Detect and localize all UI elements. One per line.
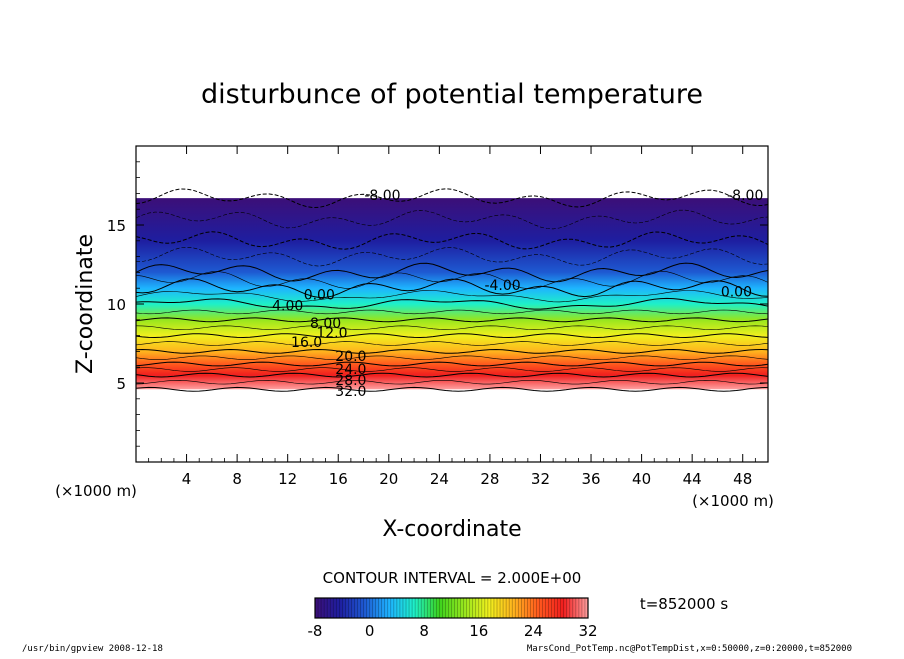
colorbar-tick-label: 0: [365, 622, 375, 640]
contour-label: 24.0: [335, 362, 366, 378]
x-tick-label: 36: [581, 470, 600, 488]
contour-label: 16.0: [291, 335, 322, 351]
contour-line: [136, 188, 768, 209]
contour-label: 20.0: [335, 349, 366, 365]
x-unit-right: (×1000 m): [692, 492, 774, 510]
contour-line: [136, 361, 768, 367]
contour-label: 4.00: [272, 299, 303, 315]
colorbar-tick-label: -8: [308, 622, 323, 640]
contour-line: [136, 270, 768, 290]
contour-label: 0.00: [304, 288, 335, 304]
time-label: t=852000 s: [640, 595, 728, 613]
y-tick-label: 10: [107, 296, 126, 314]
colorbar: [314, 597, 589, 619]
contour-label: 28.0: [335, 373, 366, 389]
y-axis-ticks: 5 10 15: [107, 161, 768, 447]
x-tick-label: 24: [430, 470, 449, 488]
contour-line: [136, 290, 768, 303]
x-axis-label: X-coordinate: [382, 517, 521, 542]
y-tick-label: 15: [107, 217, 126, 235]
colorbar-tick-label: 32: [578, 622, 597, 640]
contour-line: [136, 297, 768, 310]
contour-line: [136, 379, 768, 385]
contour-label: 0.00: [721, 284, 752, 300]
x-tick-label: 8: [232, 470, 242, 488]
colorbar-tick-label: 16: [469, 622, 488, 640]
contour-line: [136, 367, 768, 372]
x-tick-label: 16: [329, 470, 348, 488]
contour-line: [136, 309, 768, 315]
colorbar-tick-label: 8: [419, 622, 429, 640]
chart-title: disturbunce of potential temperature: [201, 79, 703, 110]
contour-line: [136, 348, 768, 354]
contour-labels: -8.00 -8.00-4.00 0.000.004.008.0012.016.02…: [272, 188, 763, 400]
contour-line: [136, 333, 768, 339]
x-tick-label: 28: [480, 470, 499, 488]
colorbar-frame: [314, 597, 589, 619]
footer-right: MarsCond_PotTemp.nc@PotTempDist,x=0:5000…: [527, 644, 852, 654]
contour-line: [136, 231, 768, 250]
x-unit-left: (×1000 m): [55, 482, 137, 500]
contour-label: 8.00: [310, 316, 341, 332]
contour-label: -8.00: [364, 188, 400, 204]
contour-line: [136, 262, 768, 283]
x-tick-label: 12: [278, 470, 297, 488]
contour-label: -4.00: [484, 278, 520, 294]
footer-left: /usr/bin/gpview 2008-12-18: [22, 644, 163, 654]
contour-label: 32.0: [335, 384, 366, 400]
colorbar-tick-label: 24: [524, 622, 543, 640]
y-axis-label: Z-coordinate: [73, 234, 98, 374]
x-tick-label: 32: [531, 470, 550, 488]
colorbar-ticks: -8 0 8 16 24 32: [308, 622, 598, 640]
contour-line: [136, 209, 768, 230]
contour-line: [136, 317, 768, 323]
x-tick-label: 44: [683, 470, 702, 488]
contour-line: [136, 325, 768, 330]
x-axis-ticks: 4 8 12 16 20 24 28 32 36 40 44 48: [148, 146, 756, 488]
y-tick-label: 5: [116, 375, 126, 393]
contour-line: [136, 278, 768, 299]
plot-field: [136, 198, 768, 390]
contour-interval-text: CONTOUR INTERVAL = 2.000E+00: [323, 569, 582, 587]
contour-label: 12.0: [316, 325, 347, 341]
x-tick-label: 40: [632, 470, 651, 488]
contour-line: [136, 372, 768, 378]
contour-line: [136, 355, 768, 360]
field-fill: [136, 198, 768, 390]
x-tick-label: 4: [182, 470, 192, 488]
contour-line: [136, 341, 768, 346]
contour-line: [136, 246, 768, 267]
contour-lines: [136, 188, 768, 392]
contour-line: [136, 386, 768, 392]
x-tick-label: 48: [733, 470, 752, 488]
contour-label: -8.00: [727, 188, 763, 204]
x-tick-label: 20: [379, 470, 398, 488]
